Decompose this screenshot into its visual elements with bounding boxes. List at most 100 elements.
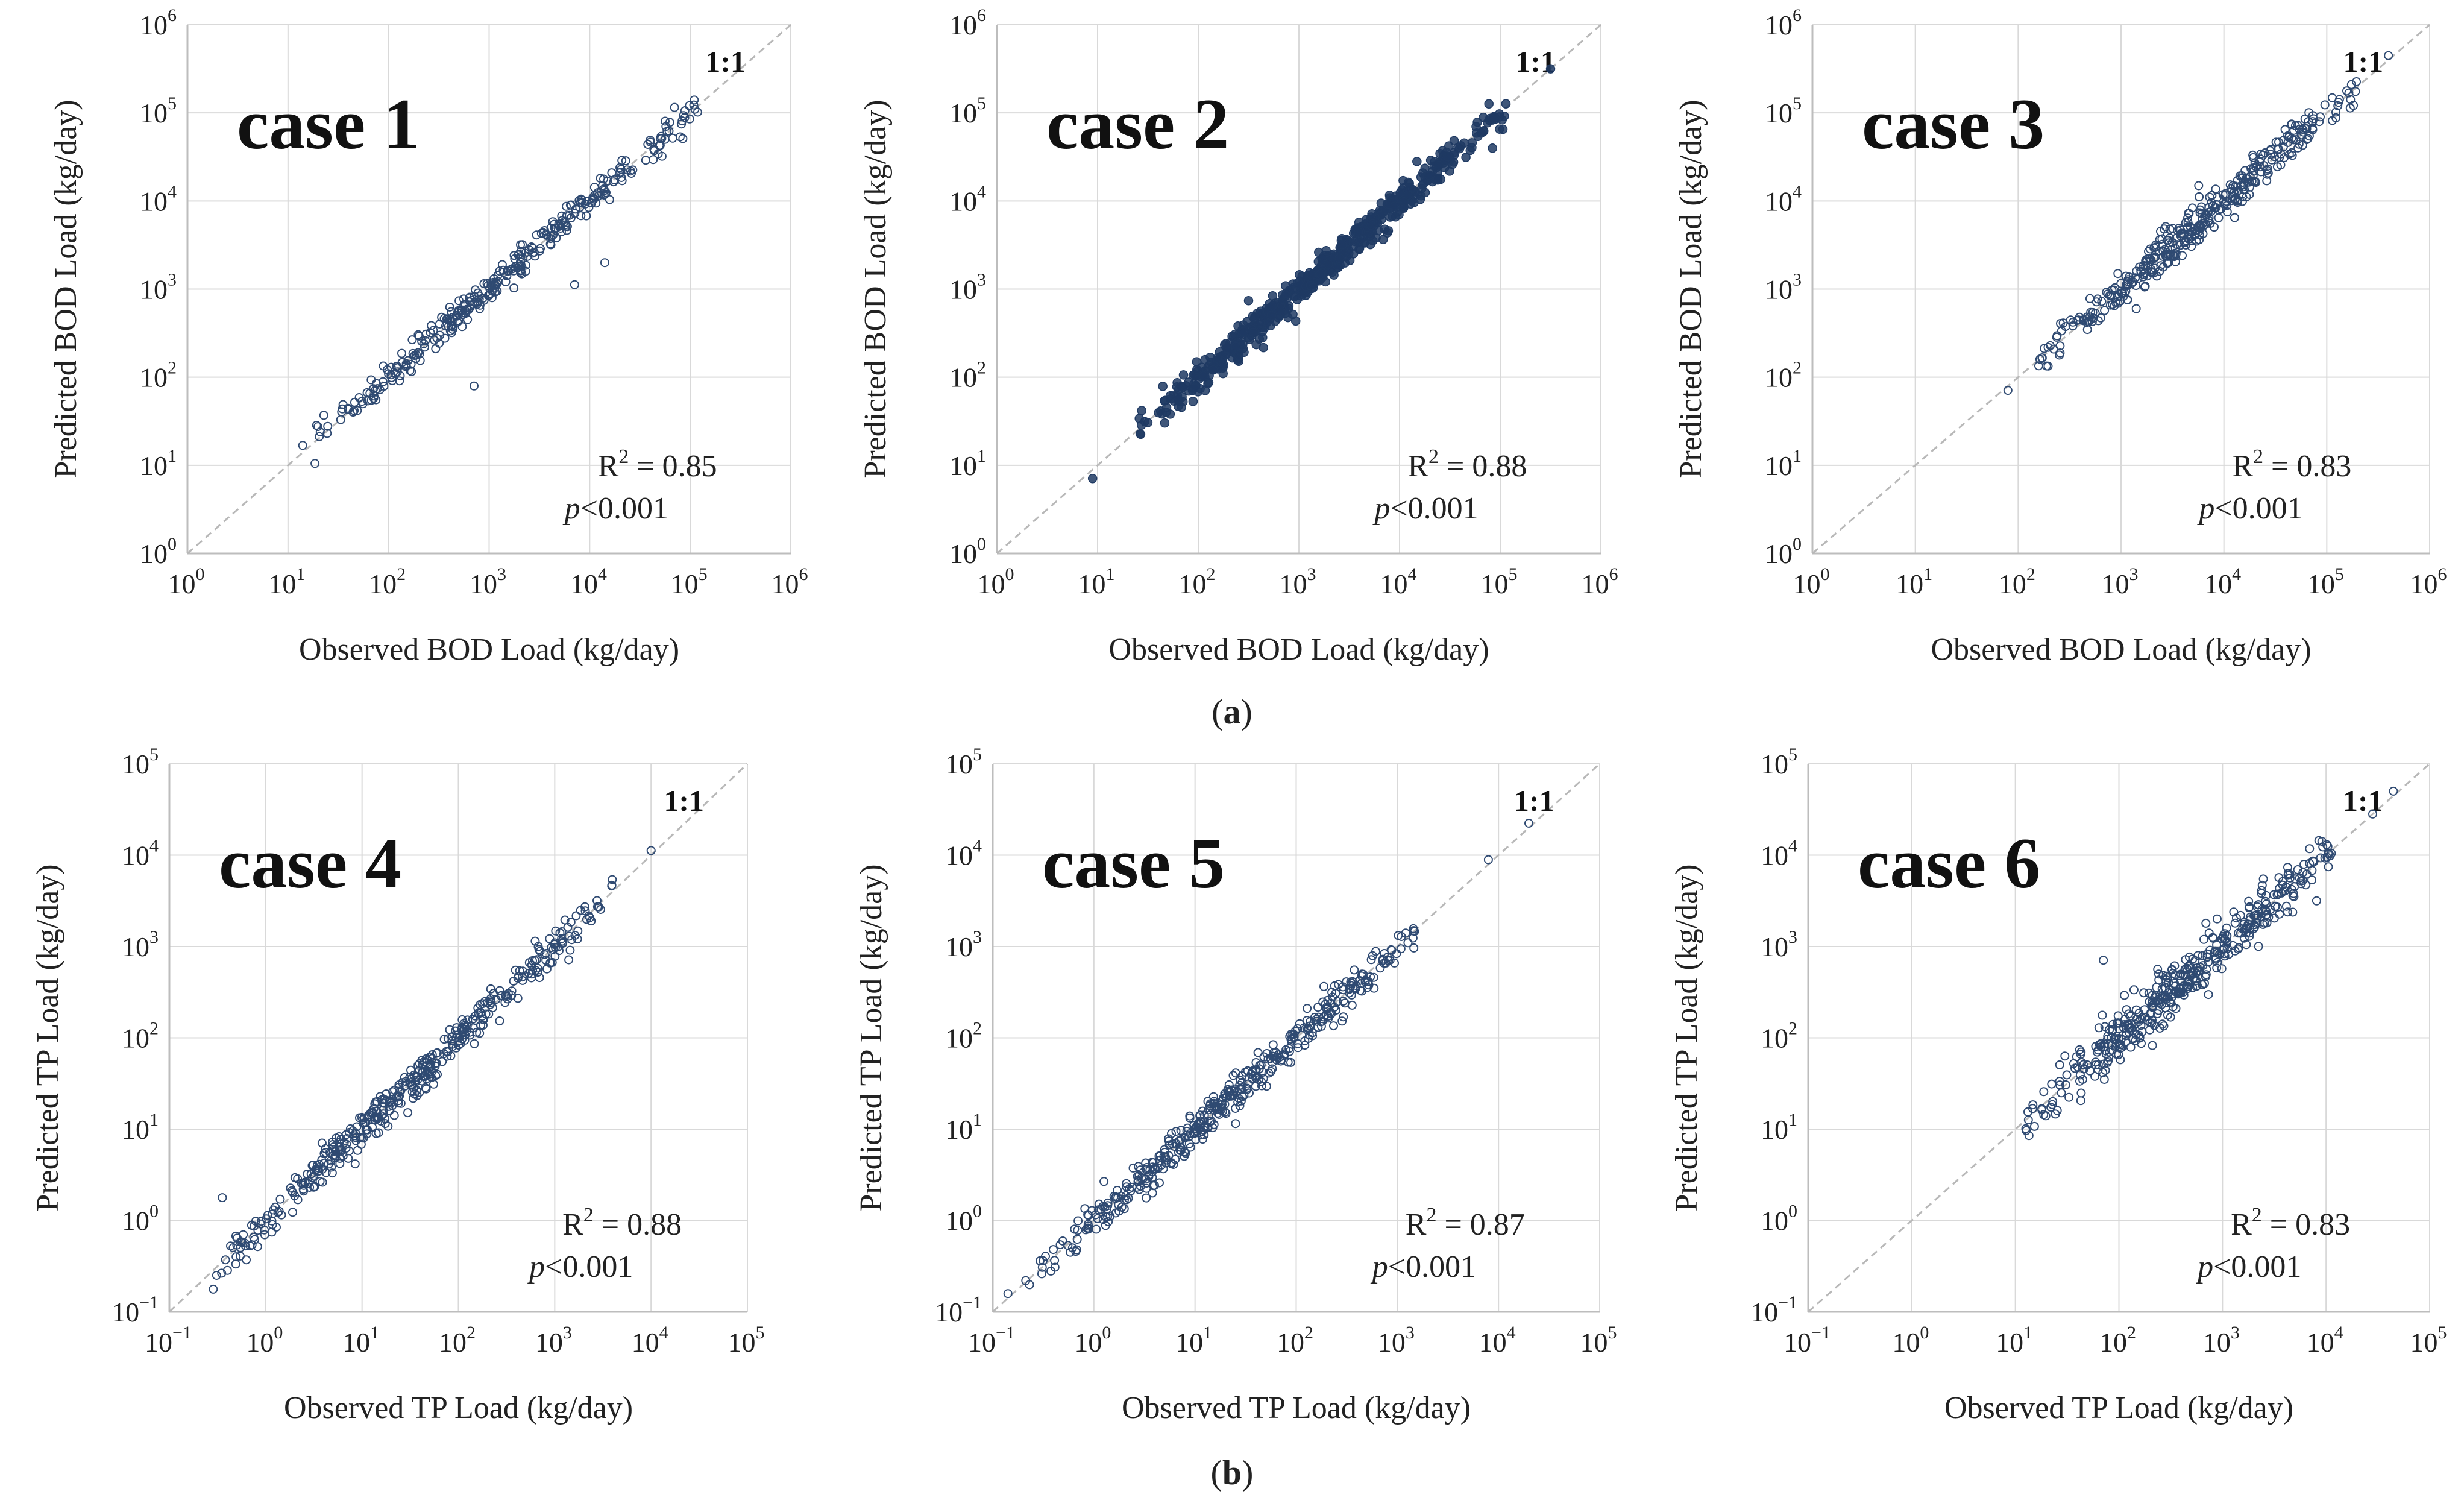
x-tick-label: 104 [1479,1323,1516,1358]
data-point [1263,1054,1273,1064]
data-point [415,332,424,341]
data-point [1134,1162,1143,1171]
data-point [1293,1024,1303,1033]
y-tick-label: 104 [1761,836,1797,871]
data-point [376,1092,385,1101]
data-point [1111,1208,1120,1218]
data-point [1236,1096,1246,1106]
data-point [313,1165,322,1174]
data-point [2122,1028,2131,1038]
data-point [452,1023,462,1033]
y-tick-label: 102 [949,358,986,393]
data-point [528,956,537,965]
data-point [290,1173,300,1182]
data-point [541,956,551,965]
data-point [1329,1021,1338,1031]
data-point [2163,973,2172,983]
data-point [2055,1060,2064,1069]
data-point [486,984,495,994]
data-point [2242,940,2251,950]
data-point [1392,949,1401,959]
data-point [1272,1055,1281,1065]
data-point [2254,942,2263,951]
data-point [580,906,590,916]
data-point [2198,951,2207,960]
data-point [2088,313,2098,323]
data-point [1125,1184,1134,1194]
data-point [530,936,540,946]
x-tick-label: 105 [728,1323,765,1358]
data-point [586,916,596,926]
data-point [2284,869,2293,878]
data-point [2100,306,2110,315]
data-point [2242,174,2251,183]
data-point [2316,112,2325,122]
data-point [470,298,480,307]
data-point [1357,969,1367,979]
data-point [317,1138,327,1148]
data-point [249,1232,259,1242]
data-point [2149,253,2159,262]
data-point [1524,819,1533,828]
data-point [2166,250,2176,260]
data-point [1321,1000,1330,1009]
data-point [2239,933,2249,943]
x-axis-title: Observed TP Load (kg/day) [1944,1391,2293,1425]
data-point [1050,1256,1060,1265]
data-point [447,307,456,317]
data-point [1248,1074,1257,1083]
data-point [2245,924,2255,933]
data-point [2287,120,2296,130]
data-point [588,193,597,203]
data-point [1083,1223,1093,1233]
x-tick-label: 100 [1892,1323,1929,1358]
data-point [209,1284,218,1294]
panel-label-b: (b) [1211,1453,1254,1492]
data-point [407,335,417,345]
x-tick-label: 101 [1175,1323,1212,1358]
data-point [2094,1023,2104,1033]
data-point [2208,933,2217,942]
data-point [2141,256,2151,266]
data-point [545,239,555,249]
one-to-one-label: 1:1 [705,45,746,78]
y-tick-label: 100 [1765,534,1802,569]
data-point [1350,965,1359,975]
data-point [685,101,694,110]
x-tick-label: 105 [671,564,708,599]
data-point [444,1034,453,1044]
data-point [2208,201,2217,210]
x-tick-label: 102 [439,1323,476,1358]
scatter-panel-5: 10−110−1 100 100 101 101 102 102 103 103 104 104 10… [854,745,1617,1425]
data-point [454,1033,464,1043]
data-point [1072,1235,1082,1244]
data-point [646,136,655,145]
data-point [2159,992,2169,1001]
data-point [2037,1104,2047,1114]
data-point [435,319,444,329]
data-point [1347,1000,1357,1010]
y-tick-label: 106 [140,5,177,40]
data-point [2139,988,2149,998]
data-point [675,132,685,142]
data-point [350,397,359,407]
data-point [2234,943,2243,953]
data-point [388,376,397,385]
x-axis-title: Observed BOD Load (kg/day) [299,632,679,667]
data-point [555,946,564,956]
data-point [529,247,539,257]
data-point [514,250,524,259]
data-point [2165,984,2174,994]
data-point [1203,379,1213,389]
data-point [338,1151,348,1161]
x-tick-label: 103 [470,564,506,599]
data-point [350,406,359,415]
data-point [1094,1205,1103,1215]
data-point [2003,386,2013,395]
data-point [1084,1211,1093,1220]
x-axis-title: Observed BOD Load (kg/day) [1931,632,2311,667]
x-tick-label: 10−1 [968,1323,1015,1358]
data-point [565,945,575,955]
data-point [426,1071,435,1081]
data-point [412,1091,422,1100]
